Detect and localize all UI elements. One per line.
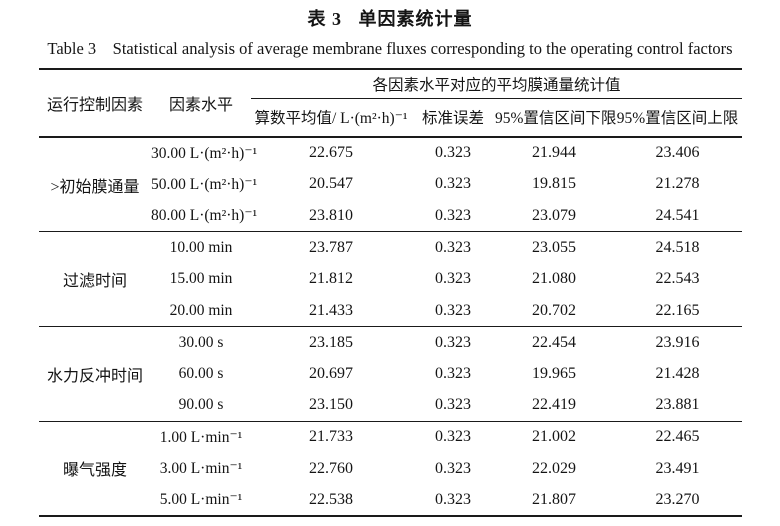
cell-ci-upper: 22.165 xyxy=(613,294,743,328)
table-row: 15.00 min 21.812 0.323 21.080 22.543 xyxy=(39,263,742,295)
table-row: 60.00 s 20.697 0.323 19.965 21.428 xyxy=(39,358,742,390)
cell-se: 0.323 xyxy=(435,270,471,288)
cell-se: 0.323 xyxy=(435,428,471,446)
header-row-1: 运行控制因素 因素水平 各因素水平对应的平均膜通量统计值 xyxy=(39,69,743,138)
cell-ci-upper: 23.491 xyxy=(655,459,700,477)
cell-level: 5.00 L·min⁻¹ xyxy=(151,484,251,518)
group-hydraulic-backwash-time: 水力反冲时间 30.00 s 23.185 0.323 22.454 23.91… xyxy=(39,326,743,422)
table-title-chinese: 表 3 单因素统计量 xyxy=(307,9,473,29)
factor-label: 水力反冲时间 xyxy=(39,326,151,422)
cell-ci-upper: 22.543 xyxy=(655,270,700,288)
cell-ci-lower: 22.029 xyxy=(532,459,576,477)
cell-ci-lower: 22.454 xyxy=(532,333,576,351)
cell-se: 0.323 xyxy=(411,389,495,422)
cell-se: 0.323 xyxy=(435,238,471,256)
cell-ci-lower: 20.702 xyxy=(495,294,613,328)
cell-mean: 21.812 xyxy=(309,270,353,288)
cell-mean: 22.675 xyxy=(309,144,353,162)
cell-ci-lower: 19.815 xyxy=(532,175,576,193)
table-row: 水力反冲时间 30.00 s 23.185 0.323 22.454 23.91… xyxy=(39,326,742,422)
table-row: 20.00 min 21.433 0.323 20.702 22.165 xyxy=(39,294,743,328)
group-filtration-time: 过滤时间 10.00 min 23.787 0.323 23.055 24.51… xyxy=(39,231,743,328)
cell-level: 30.00 s xyxy=(178,333,224,351)
cell-level: 60.00 s xyxy=(178,364,224,382)
cell-ci-upper: 22.465 xyxy=(655,428,700,446)
cell-se: 0.323 xyxy=(411,200,495,233)
header-mean: 算数平均值/ L·(m²·h)⁻¹ xyxy=(251,98,411,138)
table-row: 90.00 s 23.150 0.323 22.419 23.881 xyxy=(39,389,743,422)
header-se: 标准误差 xyxy=(411,98,495,138)
factor-label: 过滤时间 xyxy=(39,231,151,328)
cell-ci-lower: 22.419 xyxy=(495,389,613,422)
cell-mean: 22.760 xyxy=(309,459,353,477)
table-row: 过滤时间 10.00 min 23.787 0.323 23.055 24.51… xyxy=(39,231,742,328)
group-initial-membrane-flux: >初始膜通量 30.00 L·(m²·h)⁻¹ 22.675 0.323 21.… xyxy=(39,137,743,233)
table-header: 运行控制因素 因素水平 各因素水平对应的平均膜通量统计值 算数平均值/ L·(m… xyxy=(39,69,743,138)
header-stats-group: 各因素水平对应的平均膜通量统计值 xyxy=(251,69,743,99)
cell-level: 10.00 min xyxy=(169,238,233,256)
table-row: >初始膜通量 30.00 L·(m²·h)⁻¹ 22.675 0.323 21.… xyxy=(39,137,742,233)
cell-ci-upper: 23.270 xyxy=(613,484,743,518)
header-row-2: 算数平均值/ L·(m²·h)⁻¹ 标准误差 95%置信区间下限 95%置信区间… xyxy=(39,98,743,138)
factor-label: 曝气强度 xyxy=(39,421,151,518)
cell-mean: 20.697 xyxy=(309,364,353,382)
cell-se: 0.323 xyxy=(411,484,495,518)
table-row: 50.00 L·(m²·h)⁻¹ 20.547 0.323 19.815 21.… xyxy=(39,169,742,201)
header-ci-upper: 95%置信区间上限 xyxy=(613,98,743,138)
cell-mean: 23.150 xyxy=(251,389,411,422)
group-aeration-intensity: 曝气强度 1.00 L·min⁻¹ 21.733 0.323 21.002 22… xyxy=(39,421,743,518)
cell-ci-lower: 21.080 xyxy=(532,270,576,288)
cell-se: 0.323 xyxy=(435,175,471,193)
cell-mean: 21.433 xyxy=(251,294,411,328)
header-factor: 运行控制因素 xyxy=(39,69,151,138)
table-title-english: Table 3 Statistical analysis of average … xyxy=(47,39,733,58)
cell-ci-lower: 23.079 xyxy=(495,200,613,233)
cell-mean: 23.787 xyxy=(309,238,353,256)
cell-level: 80.00 L·(m²·h)⁻¹ xyxy=(151,200,257,233)
cell-level: 3.00 L·min⁻¹ xyxy=(159,460,243,478)
cell-ci-lower: 23.055 xyxy=(532,238,576,256)
table-row: 曝气强度 1.00 L·min⁻¹ 21.733 0.323 21.002 22… xyxy=(39,421,742,518)
cell-level: 30.00 L·(m²·h)⁻¹ xyxy=(151,144,258,162)
cell-level: 1.00 L·min⁻¹ xyxy=(159,428,243,446)
cell-se: 0.323 xyxy=(435,333,471,351)
cell-level: 90.00 s xyxy=(151,389,251,422)
table-row: 80.00 L·(m²·h)⁻¹ 23.810 0.323 23.079 24.… xyxy=(39,200,743,233)
cell-ci-upper: 21.428 xyxy=(655,364,700,382)
cell-se: 0.323 xyxy=(435,364,471,382)
cell-ci-upper: 21.278 xyxy=(655,175,700,193)
cell-se: 0.323 xyxy=(435,144,471,162)
factor-label: >初始膜通量 xyxy=(39,137,151,233)
table-row: 5.00 L·min⁻¹ 22.538 0.323 21.807 23.270 xyxy=(39,484,743,518)
header-level: 因素水平 xyxy=(151,69,251,138)
cell-mean: 21.733 xyxy=(309,428,353,446)
cell-level: 15.00 min xyxy=(169,270,233,288)
cell-ci-upper: 24.518 xyxy=(655,238,700,256)
cell-se: 0.323 xyxy=(411,294,495,328)
statistics-table: 运行控制因素 因素水平 各因素水平对应的平均膜通量统计值 算数平均值/ L·(m… xyxy=(39,68,743,518)
cell-level: 50.00 L·(m²·h)⁻¹ xyxy=(151,175,258,193)
cell-ci-upper: 23.406 xyxy=(655,144,700,162)
cell-ci-lower: 21.807 xyxy=(495,484,613,518)
cell-mean: 23.185 xyxy=(309,333,353,351)
cell-ci-upper: 23.881 xyxy=(613,389,743,422)
cell-ci-lower: 19.965 xyxy=(532,364,576,382)
cell-level: 20.00 min xyxy=(151,294,251,328)
cell-mean: 23.810 xyxy=(251,200,411,233)
cell-mean: 20.547 xyxy=(309,175,353,193)
header-ci-lower: 95%置信区间下限 xyxy=(495,98,616,138)
cell-se: 0.323 xyxy=(435,459,471,477)
cell-mean: 22.538 xyxy=(251,484,411,518)
cell-ci-lower: 21.002 xyxy=(532,428,576,446)
table-row: 3.00 L·min⁻¹ 22.760 0.323 22.029 23.491 xyxy=(39,453,742,485)
cell-ci-upper: 23.916 xyxy=(655,333,700,351)
cell-ci-lower: 21.944 xyxy=(532,144,576,162)
cell-ci-upper: 24.541 xyxy=(613,200,743,233)
